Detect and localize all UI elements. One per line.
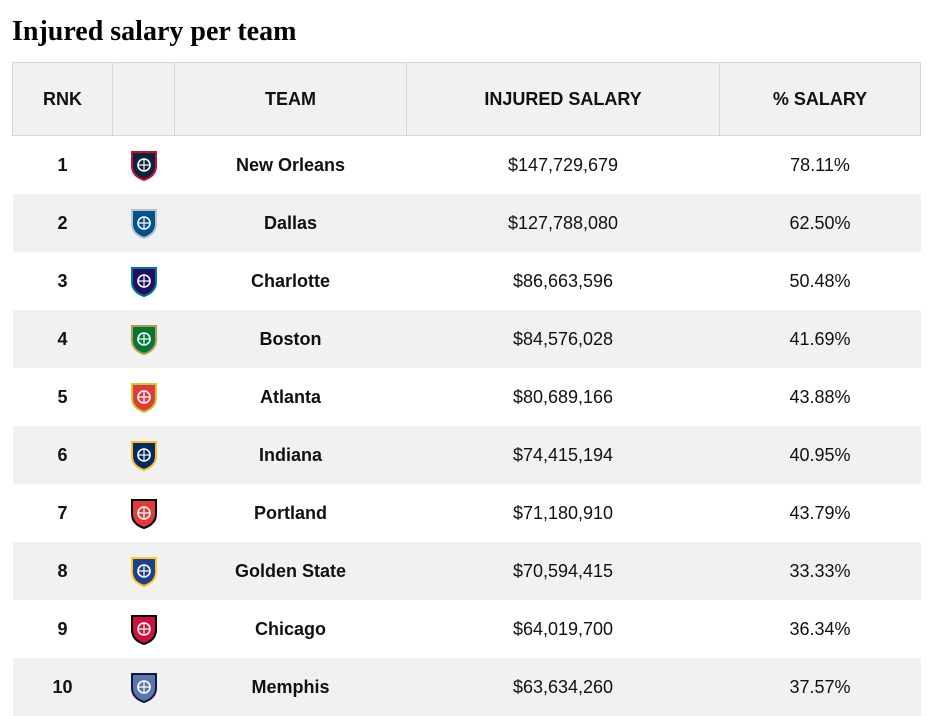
team-logo-cell — [113, 136, 175, 195]
column-header-rank[interactable]: RNK — [13, 63, 113, 136]
rank-cell: 9 — [13, 600, 113, 658]
column-header-logo — [113, 63, 175, 136]
celtics-logo-icon — [113, 322, 175, 356]
rank-cell: 3 — [13, 252, 113, 310]
team-logo-cell — [113, 368, 175, 426]
rank-cell: 1 — [13, 136, 113, 195]
injured-salary-cell: $86,663,596 — [407, 252, 720, 310]
team-name-cell: Chicago — [175, 600, 407, 658]
injured-salary-cell: $80,689,166 — [407, 368, 720, 426]
rank-cell: 4 — [13, 310, 113, 368]
team-logo-cell — [113, 600, 175, 658]
rank-cell: 5 — [13, 368, 113, 426]
percent-salary-cell: 78.11% — [720, 136, 921, 195]
rank-cell: 7 — [13, 484, 113, 542]
team-name-cell: Indiana — [175, 426, 407, 484]
grizzlies-logo-icon — [113, 670, 175, 704]
team-logo-cell — [113, 542, 175, 600]
injured-salary-cell: $147,729,679 — [407, 136, 720, 195]
injured-salary-cell: $63,634,260 — [407, 658, 720, 716]
hornets-logo-icon — [113, 264, 175, 298]
rank-cell: 8 — [13, 542, 113, 600]
injured-salary-cell: $84,576,028 — [407, 310, 720, 368]
percent-salary-cell: 50.48% — [720, 252, 921, 310]
team-name-cell: Charlotte — [175, 252, 407, 310]
percent-salary-cell: 36.34% — [720, 600, 921, 658]
team-name-cell: Atlanta — [175, 368, 407, 426]
mavericks-logo-icon — [113, 206, 175, 240]
percent-salary-cell: 33.33% — [720, 542, 921, 600]
team-name-cell: Memphis — [175, 658, 407, 716]
page-title: Injured salary per team — [12, 12, 296, 52]
bulls-logo-icon — [113, 612, 175, 646]
team-name-cell: Dallas — [175, 194, 407, 252]
team-name-cell: New Orleans — [175, 136, 407, 195]
injured-salary-cell: $71,180,910 — [407, 484, 720, 542]
injured-salary-cell: $64,019,700 — [407, 600, 720, 658]
table-header-row: RNK TEAM INJURED SALARY % SALARY — [13, 63, 921, 136]
team-logo-cell — [113, 194, 175, 252]
injured-salary-cell: $70,594,415 — [407, 542, 720, 600]
rank-cell: 6 — [13, 426, 113, 484]
team-logo-cell — [113, 484, 175, 542]
warriors-logo-icon — [113, 554, 175, 588]
injured-salary-cell: $74,415,194 — [407, 426, 720, 484]
percent-salary-cell: 37.57% — [720, 658, 921, 716]
trail-blazers-logo-icon — [113, 496, 175, 530]
percent-salary-cell: 41.69% — [720, 310, 921, 368]
team-logo-cell — [113, 310, 175, 368]
hawks-logo-icon — [113, 380, 175, 414]
team-name-cell: Boston — [175, 310, 407, 368]
column-header-team[interactable]: TEAM — [175, 63, 407, 136]
injured-salary-cell: $127,788,080 — [407, 194, 720, 252]
percent-salary-cell: 43.88% — [720, 368, 921, 426]
percent-salary-cell: 43.79% — [720, 484, 921, 542]
team-name-cell: Portland — [175, 484, 407, 542]
team-logo-cell — [113, 658, 175, 716]
percent-salary-cell: 62.50% — [720, 194, 921, 252]
percent-salary-cell: 40.95% — [720, 426, 921, 484]
column-header-injured-salary[interactable]: INJURED SALARY — [407, 63, 720, 136]
column-header-percent-salary[interactable]: % SALARY — [720, 63, 921, 136]
rank-cell: 10 — [13, 658, 113, 716]
pacers-logo-icon — [113, 438, 175, 472]
team-logo-cell — [113, 426, 175, 484]
team-logo-cell — [113, 252, 175, 310]
team-name-cell: Golden State — [175, 542, 407, 600]
rank-cell: 2 — [13, 194, 113, 252]
pelicans-logo-icon — [113, 148, 175, 182]
injured-salary-table: RNK TEAM INJURED SALARY % SALARY 1 New Or… — [12, 62, 921, 716]
